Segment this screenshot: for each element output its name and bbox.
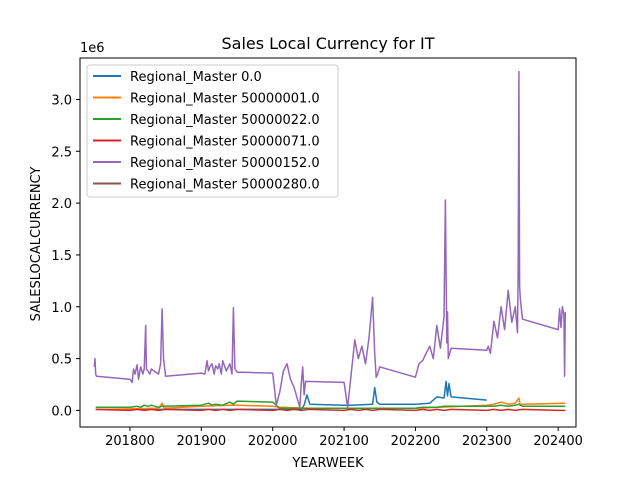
series-layer [93, 70, 567, 412]
y-tick-label: 3.0 [51, 93, 72, 108]
legend-label: Regional_Master 50000071.0 [130, 135, 320, 150]
legend-label: Regional_Master 50000001.0 [130, 92, 320, 107]
x-tick-label: 202000 [248, 434, 298, 449]
x-axis-ticks: 201800 201900 202000 202100 202200 202300 2024… [105, 427, 583, 449]
legend-label: Regional_Master 50000022.0 [130, 113, 320, 128]
x-tick-label: 202300 [462, 434, 512, 449]
y-tick-label: 2.5 [51, 145, 72, 160]
series-line-3 [95, 408, 566, 412]
series-line-4 [93, 70, 567, 409]
legend: Regional_Master 0.0 Regional_Master 50000… [86, 64, 339, 198]
legend-label: Regional_Master 50000152.0 [130, 156, 320, 171]
chart-title: Sales Local Currency for IT [222, 34, 435, 53]
y-axis-ticks: 0.0 0.5 1.0 1.5 2.0 2.5 3.0 [51, 93, 80, 419]
series-line-2 [95, 400, 566, 410]
series-line-0 [95, 380, 487, 411]
y-axis-label: SALESLOCALCURRENCY [29, 167, 44, 322]
y-tick-label: 0.0 [51, 404, 72, 419]
x-tick-label: 202100 [319, 434, 369, 449]
x-tick-label: 201900 [177, 434, 227, 449]
x-tick-label: 202200 [391, 434, 441, 449]
plot-frame [79, 57, 577, 428]
legend-label: Regional_Master 50000280.0 [130, 178, 320, 193]
legend-box [86, 64, 339, 198]
y-tick-label: 1.0 [51, 301, 72, 316]
y-tick-label: 1.5 [51, 249, 72, 264]
y-tick-label: 2.0 [51, 197, 72, 212]
y-axis-multiplier: 1e6 [80, 41, 105, 56]
y-tick-label: 0.5 [51, 353, 72, 368]
x-tick-label: 201800 [105, 434, 155, 449]
x-axis-label: YEARWEEK [291, 456, 364, 471]
x-tick-label: 202400 [533, 434, 583, 449]
legend-label: Regional_Master 0.0 [130, 70, 262, 85]
